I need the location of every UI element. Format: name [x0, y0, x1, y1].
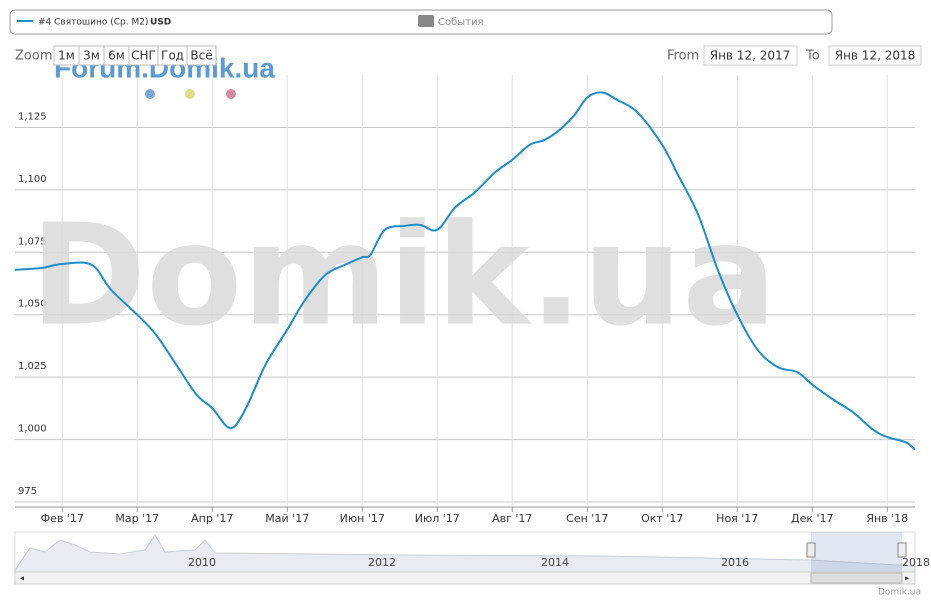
series-line	[14, 91, 916, 451]
x-tick-label: Окт '17	[641, 512, 683, 525]
y-tick-label: 1,125	[18, 111, 47, 122]
to-input[interactable]	[828, 45, 922, 66]
navigator-handle[interactable]	[897, 542, 907, 558]
y-tick-label: 1,075	[18, 236, 47, 247]
legend-series[interactable]: #4 Святошино (Ср. М2)	[38, 18, 148, 28]
x-tick-label: Янв '18	[866, 512, 908, 525]
navigator-handle[interactable]	[806, 542, 816, 558]
scroll-right[interactable]: ▸	[905, 574, 909, 583]
scrollbar-thumb[interactable]	[810, 572, 903, 584]
navigator-area	[14, 534, 916, 573]
x-tick-label: Май '17	[265, 512, 309, 525]
to-value[interactable]: Янв 12, 2018	[835, 49, 916, 63]
watermark: Domik.ua	[30, 195, 777, 358]
x-tick-label: Июл '17	[415, 512, 460, 525]
dot	[145, 89, 155, 99]
y-tick-label: 1,050	[18, 299, 47, 310]
y-tick-label: 1,100	[18, 174, 47, 185]
zoom-button-label[interactable]: Год	[161, 49, 184, 63]
dot	[226, 89, 236, 99]
x-tick-label: Апр '17	[191, 512, 233, 525]
zoom-button-label[interactable]: Всё	[190, 49, 212, 63]
y-tick-label: 1,000	[18, 424, 47, 435]
navigator-label: 2014	[541, 556, 569, 569]
dot	[185, 89, 195, 99]
from-label: From	[667, 49, 699, 64]
legend-unit: USD	[150, 18, 171, 28]
events-label[interactable]: События	[438, 17, 484, 28]
zoom-button-label[interactable]: СНГ	[131, 49, 156, 63]
zoom-label: Zoom	[15, 49, 52, 64]
navigator-label: 2018	[902, 556, 930, 569]
zoom-button[interactable]	[186, 45, 217, 66]
credit: Domik.ua	[878, 588, 921, 598]
from-input[interactable]	[703, 45, 798, 66]
navigator-label: 2016	[721, 556, 749, 569]
plot-area: 975 1,000 1,025 1,050 1,075 1,100 1,125 Фев '17…	[15, 75, 915, 525]
navigator-label: 2012	[368, 556, 396, 569]
scroll-left[interactable]: ◂	[20, 574, 24, 583]
y-tick-label: 975	[18, 486, 37, 497]
series-layer	[14, 91, 916, 451]
scrollbar[interactable]	[14, 571, 916, 585]
navigator-label: 2010	[188, 556, 216, 569]
from-value[interactable]: Янв 12, 2017	[710, 49, 791, 63]
x-tick-label: Ноя '17	[716, 512, 758, 525]
x-tick-label: Сен '17	[566, 512, 608, 525]
x-tick-label: Июн '17	[340, 512, 385, 525]
y-tick-label: 1,025	[18, 361, 47, 372]
x-tick-label: Дек '17	[791, 512, 834, 525]
zoom-button-label[interactable]: 1м	[58, 49, 75, 63]
to-label: To	[805, 49, 820, 64]
x-tick-label: Фев '17	[41, 512, 84, 525]
x-tick-label: Мар '17	[115, 512, 159, 525]
zoom-button-label[interactable]: 3м	[83, 49, 100, 63]
navigator-selection[interactable]	[811, 532, 902, 572]
zoom-button-label[interactable]: 6м	[108, 49, 125, 63]
events-swatch	[418, 15, 434, 27]
x-tick-label: Авг '17	[492, 512, 532, 525]
